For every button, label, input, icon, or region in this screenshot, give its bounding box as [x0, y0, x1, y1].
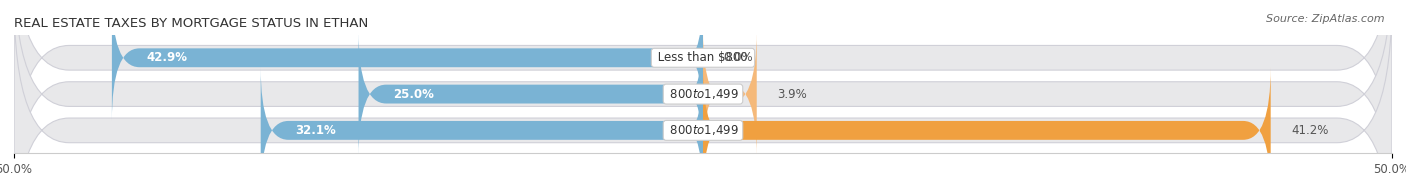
Text: REAL ESTATE TAXES BY MORTGAGE STATUS IN ETHAN: REAL ESTATE TAXES BY MORTGAGE STATUS IN …	[14, 17, 368, 30]
FancyBboxPatch shape	[359, 31, 703, 157]
Text: 32.1%: 32.1%	[295, 124, 336, 137]
Text: 41.2%: 41.2%	[1291, 124, 1329, 137]
Text: 25.0%: 25.0%	[392, 88, 434, 101]
Text: 42.9%: 42.9%	[146, 51, 187, 64]
Text: Source: ZipAtlas.com: Source: ZipAtlas.com	[1267, 14, 1385, 24]
FancyBboxPatch shape	[14, 0, 1392, 196]
FancyBboxPatch shape	[14, 0, 1392, 196]
Text: 0.0%: 0.0%	[724, 51, 754, 64]
FancyBboxPatch shape	[703, 31, 756, 157]
Text: 3.9%: 3.9%	[778, 88, 807, 101]
FancyBboxPatch shape	[260, 67, 703, 193]
FancyBboxPatch shape	[703, 67, 1271, 193]
FancyBboxPatch shape	[112, 0, 703, 121]
Text: Less than $800: Less than $800	[654, 51, 752, 64]
Text: $800 to $1,499: $800 to $1,499	[666, 87, 740, 101]
FancyBboxPatch shape	[14, 0, 1392, 191]
Text: $800 to $1,499: $800 to $1,499	[666, 123, 740, 137]
